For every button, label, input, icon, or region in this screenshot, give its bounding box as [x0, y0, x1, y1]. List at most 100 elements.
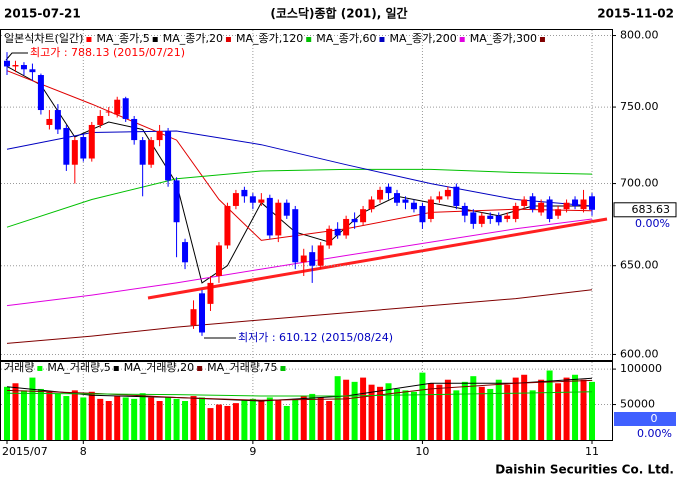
legend-label: MA_종가,120 — [236, 32, 303, 45]
volume-bar — [165, 397, 172, 440]
volume-bar — [97, 398, 104, 440]
x-tick-label: 11 — [585, 445, 599, 458]
candle-body — [190, 309, 197, 326]
legend-label: MA_종가,20 — [163, 32, 223, 45]
candle-body — [199, 293, 205, 333]
volume-bar — [173, 398, 180, 440]
volume-bar — [224, 405, 231, 440]
last-box — [613, 202, 677, 218]
candle-body — [495, 215, 502, 223]
volume-bar — [156, 401, 163, 440]
candle-body — [54, 110, 61, 130]
volume-bar — [589, 381, 595, 440]
volume-bar — [105, 401, 112, 440]
volume-bar — [29, 377, 36, 440]
volume-bar — [139, 393, 146, 440]
legend-swatch — [280, 366, 286, 371]
ma-line — [6, 168, 593, 228]
volume-bar — [182, 401, 189, 440]
candle-body — [529, 196, 536, 210]
candle-body — [317, 245, 324, 266]
candle-body — [249, 196, 256, 203]
volume-bar — [453, 390, 460, 440]
candle-body — [165, 130, 172, 181]
candle-body — [580, 199, 587, 210]
legend-swatch — [37, 366, 43, 371]
candle-body — [410, 202, 417, 210]
y-tick-label: 700.00 — [620, 177, 659, 190]
volume-bar — [131, 398, 138, 440]
min-annotation: 최저가 : 610.12 (2015/08/24) — [238, 331, 393, 344]
volume-bar — [215, 404, 222, 440]
candle-body — [343, 218, 350, 236]
candle-body — [63, 127, 70, 165]
legend-label: MA_거래량,20 — [124, 361, 194, 374]
last-value: 683.63 — [632, 203, 671, 216]
volume-bar — [487, 388, 494, 440]
volume-bar — [12, 383, 19, 440]
candle-body — [258, 199, 265, 203]
candle-body — [436, 196, 443, 200]
candle-body — [182, 242, 189, 263]
legend-swatch — [379, 37, 385, 42]
candle-body — [470, 212, 477, 224]
volume-bar — [232, 403, 239, 440]
candle-body — [402, 199, 409, 203]
volume-bar — [572, 374, 579, 440]
volume-bar — [334, 376, 341, 440]
ma-line — [6, 65, 592, 284]
candle-body — [360, 209, 367, 223]
candle-body — [385, 186, 392, 194]
candle-body — [139, 140, 146, 165]
volume-bar — [207, 408, 214, 440]
volume-bar — [394, 388, 400, 440]
candle-body — [105, 111, 112, 113]
y-tick-label: 100000 — [620, 362, 662, 375]
candle-body — [512, 205, 519, 219]
legend-swatch — [225, 37, 231, 42]
volume-bar — [249, 398, 256, 440]
volume-bar — [317, 397, 324, 440]
legend-label: MA_거래량,75 — [207, 361, 277, 374]
candle-body — [29, 69, 36, 73]
candle-body — [148, 140, 155, 165]
candle-body — [334, 228, 341, 236]
candle-body — [241, 189, 248, 197]
candle-body — [563, 202, 570, 210]
volume-bar — [283, 405, 290, 440]
legend-label: MA_거래량,5 — [47, 361, 110, 374]
candle-body — [461, 205, 468, 216]
volume-bar — [538, 379, 545, 440]
candle-body — [521, 199, 528, 206]
volume-bar — [444, 379, 451, 440]
volume-bar — [410, 391, 417, 440]
volume-bar — [309, 393, 316, 440]
volume-bar — [300, 396, 307, 440]
volume-frame — [0, 361, 613, 441]
ma-line — [6, 130, 593, 207]
start-date: 2015-07-21 — [4, 7, 81, 21]
legend-swatch — [152, 37, 158, 42]
vol-change: 0.00% — [637, 427, 672, 440]
ma-line — [6, 70, 593, 241]
volume-bar — [521, 374, 528, 440]
candle-body — [207, 282, 214, 304]
x-tick-label: 2015/07 — [2, 445, 48, 458]
volume-bar — [199, 397, 205, 440]
vol-current: 0 — [651, 412, 658, 425]
chart-title: (코스닥)종합 (201), 일간 — [270, 6, 407, 21]
candle-body — [4, 60, 10, 67]
volume-bar — [326, 401, 333, 440]
candle-body — [20, 65, 27, 70]
volume-bar — [88, 391, 95, 440]
legend-label: 거래량 — [4, 361, 34, 374]
ma-line — [6, 289, 593, 344]
candle-body — [275, 202, 282, 236]
end-date: 2015-11-02 — [597, 7, 674, 21]
volume-bar — [470, 376, 477, 440]
volume-bar — [580, 379, 587, 440]
candle-body — [300, 255, 307, 263]
legend-swatch — [306, 37, 312, 42]
max-annotation: 최고가 : 788.13 (2015/07/21) — [30, 46, 185, 59]
